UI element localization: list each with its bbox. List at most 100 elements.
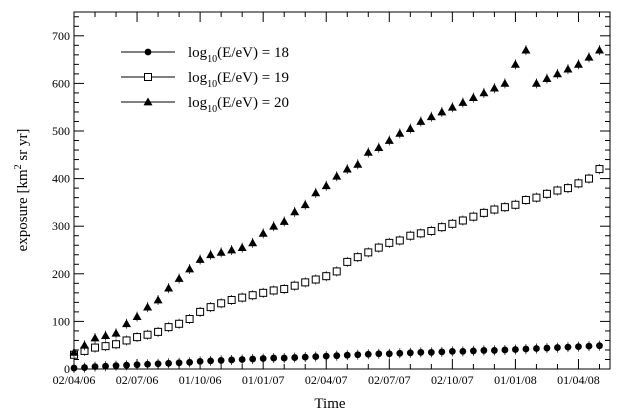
data-point bbox=[542, 189, 551, 198]
data-point bbox=[279, 216, 289, 225]
data-point bbox=[521, 45, 531, 54]
data-point bbox=[270, 354, 278, 362]
data-point bbox=[479, 208, 488, 217]
data-point bbox=[542, 74, 552, 83]
data-point bbox=[585, 342, 593, 350]
legend-label: log10(E/eV) = 18 bbox=[188, 45, 289, 65]
data-point bbox=[448, 219, 457, 228]
data-point bbox=[122, 336, 131, 345]
data-point bbox=[165, 359, 172, 367]
data-point bbox=[459, 347, 467, 355]
data-point bbox=[206, 250, 216, 259]
data-point bbox=[405, 124, 415, 132]
data-point bbox=[311, 188, 321, 197]
data-point bbox=[417, 348, 425, 356]
data-point bbox=[102, 362, 109, 370]
legend-label: log10(E/eV) = 19 bbox=[188, 70, 289, 90]
data-series bbox=[69, 45, 604, 374]
data-point bbox=[469, 347, 477, 355]
data-point bbox=[437, 223, 446, 232]
data-point bbox=[228, 356, 236, 364]
data-point bbox=[322, 272, 331, 281]
data-point bbox=[312, 353, 320, 361]
data-point bbox=[490, 347, 498, 354]
data-point bbox=[238, 293, 247, 302]
x-tick-label: 01/10/06 bbox=[179, 373, 222, 387]
data-point bbox=[596, 342, 603, 350]
data-point bbox=[427, 348, 435, 356]
data-point bbox=[206, 303, 215, 312]
plot-frame bbox=[73, 11, 611, 370]
data-point bbox=[437, 107, 447, 116]
series-0 bbox=[70, 340, 603, 374]
data-point bbox=[512, 346, 519, 353]
series-2 bbox=[69, 45, 604, 358]
data-point bbox=[164, 323, 173, 332]
data-point bbox=[112, 362, 120, 370]
data-point bbox=[385, 350, 393, 358]
data-point bbox=[501, 346, 509, 354]
data-point bbox=[468, 93, 478, 102]
x-tick-label: 02/10/07 bbox=[431, 373, 474, 387]
data-point bbox=[374, 243, 383, 252]
data-point bbox=[153, 295, 163, 304]
data-point bbox=[416, 229, 425, 238]
x-tick-label: 01/04/08 bbox=[557, 373, 600, 387]
data-point bbox=[575, 343, 582, 351]
data-point bbox=[175, 319, 184, 328]
x-tick-label: 02/07/06 bbox=[116, 373, 159, 387]
data-point bbox=[342, 164, 352, 173]
legend-marker bbox=[143, 97, 153, 106]
y-tick-label: 100 bbox=[52, 314, 70, 328]
data-point bbox=[332, 171, 342, 180]
y-tick-label: 400 bbox=[52, 172, 70, 186]
data-point bbox=[154, 360, 162, 368]
data-point bbox=[123, 361, 130, 369]
y-axis: 0 100 200 300 400 500 600 700 bbox=[52, 16, 610, 376]
data-point bbox=[406, 349, 414, 357]
data-point bbox=[249, 355, 257, 363]
data-point bbox=[521, 196, 530, 205]
data-point bbox=[290, 281, 299, 290]
data-point bbox=[269, 286, 278, 295]
data-point bbox=[343, 351, 351, 359]
legend-label: log10(E/eV) = 20 bbox=[188, 95, 289, 115]
data-point bbox=[112, 340, 121, 349]
data-point bbox=[364, 248, 373, 257]
data-point bbox=[427, 226, 436, 235]
data-point bbox=[164, 283, 174, 292]
data-point bbox=[238, 356, 246, 363]
y-tick-label: 300 bbox=[52, 219, 70, 233]
data-point bbox=[438, 348, 446, 356]
data-point bbox=[333, 352, 341, 360]
x-axis-label: Time bbox=[314, 396, 345, 412]
x-tick-label: 02/07/07 bbox=[368, 373, 411, 387]
data-point bbox=[595, 165, 604, 174]
data-point bbox=[426, 112, 436, 121]
data-point bbox=[564, 343, 572, 351]
data-point bbox=[143, 330, 152, 339]
data-point bbox=[584, 174, 593, 183]
data-point bbox=[311, 275, 320, 284]
data-point bbox=[374, 143, 384, 152]
data-point bbox=[91, 363, 99, 371]
data-point bbox=[195, 255, 205, 263]
data-point bbox=[532, 193, 541, 202]
data-point bbox=[217, 357, 225, 364]
data-point bbox=[489, 83, 499, 92]
data-point bbox=[500, 78, 510, 87]
y-tick-label: 500 bbox=[52, 124, 70, 138]
data-point bbox=[396, 349, 404, 357]
data-point bbox=[563, 64, 573, 73]
data-point bbox=[322, 352, 330, 360]
data-point bbox=[321, 181, 331, 190]
data-point bbox=[90, 333, 100, 342]
data-point bbox=[448, 347, 456, 355]
data-point bbox=[364, 350, 372, 358]
data-point bbox=[480, 347, 488, 354]
data-point bbox=[447, 102, 457, 111]
data-point bbox=[563, 184, 572, 193]
data-point bbox=[531, 78, 541, 87]
data-point bbox=[216, 247, 226, 256]
data-point bbox=[280, 354, 288, 362]
